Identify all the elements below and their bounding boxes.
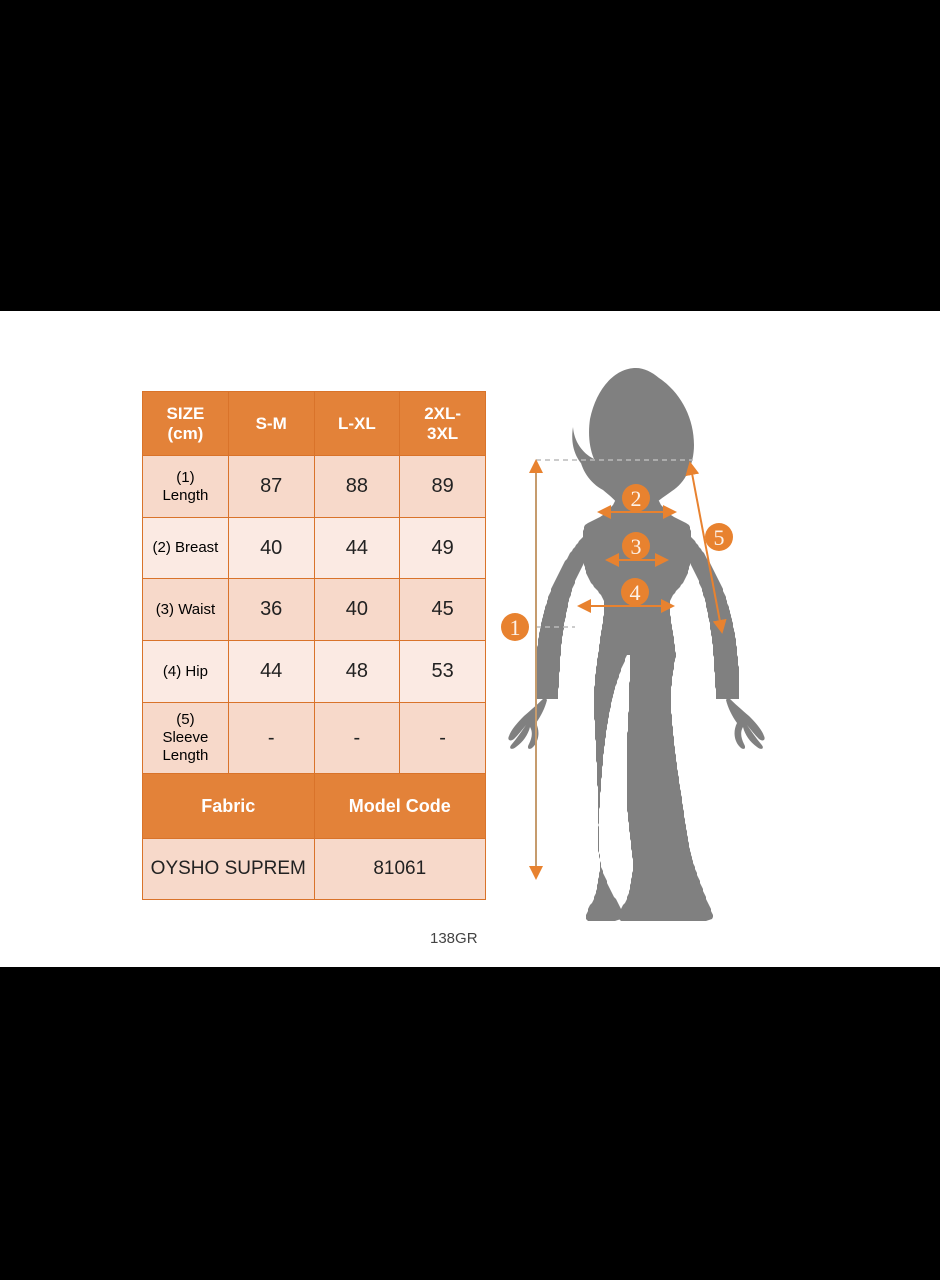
svg-text:2: 2 [631, 486, 642, 511]
svg-text:1: 1 [510, 615, 521, 640]
svg-text:3: 3 [631, 534, 642, 559]
svg-text:4: 4 [630, 580, 641, 605]
svg-text:5: 5 [714, 525, 725, 550]
